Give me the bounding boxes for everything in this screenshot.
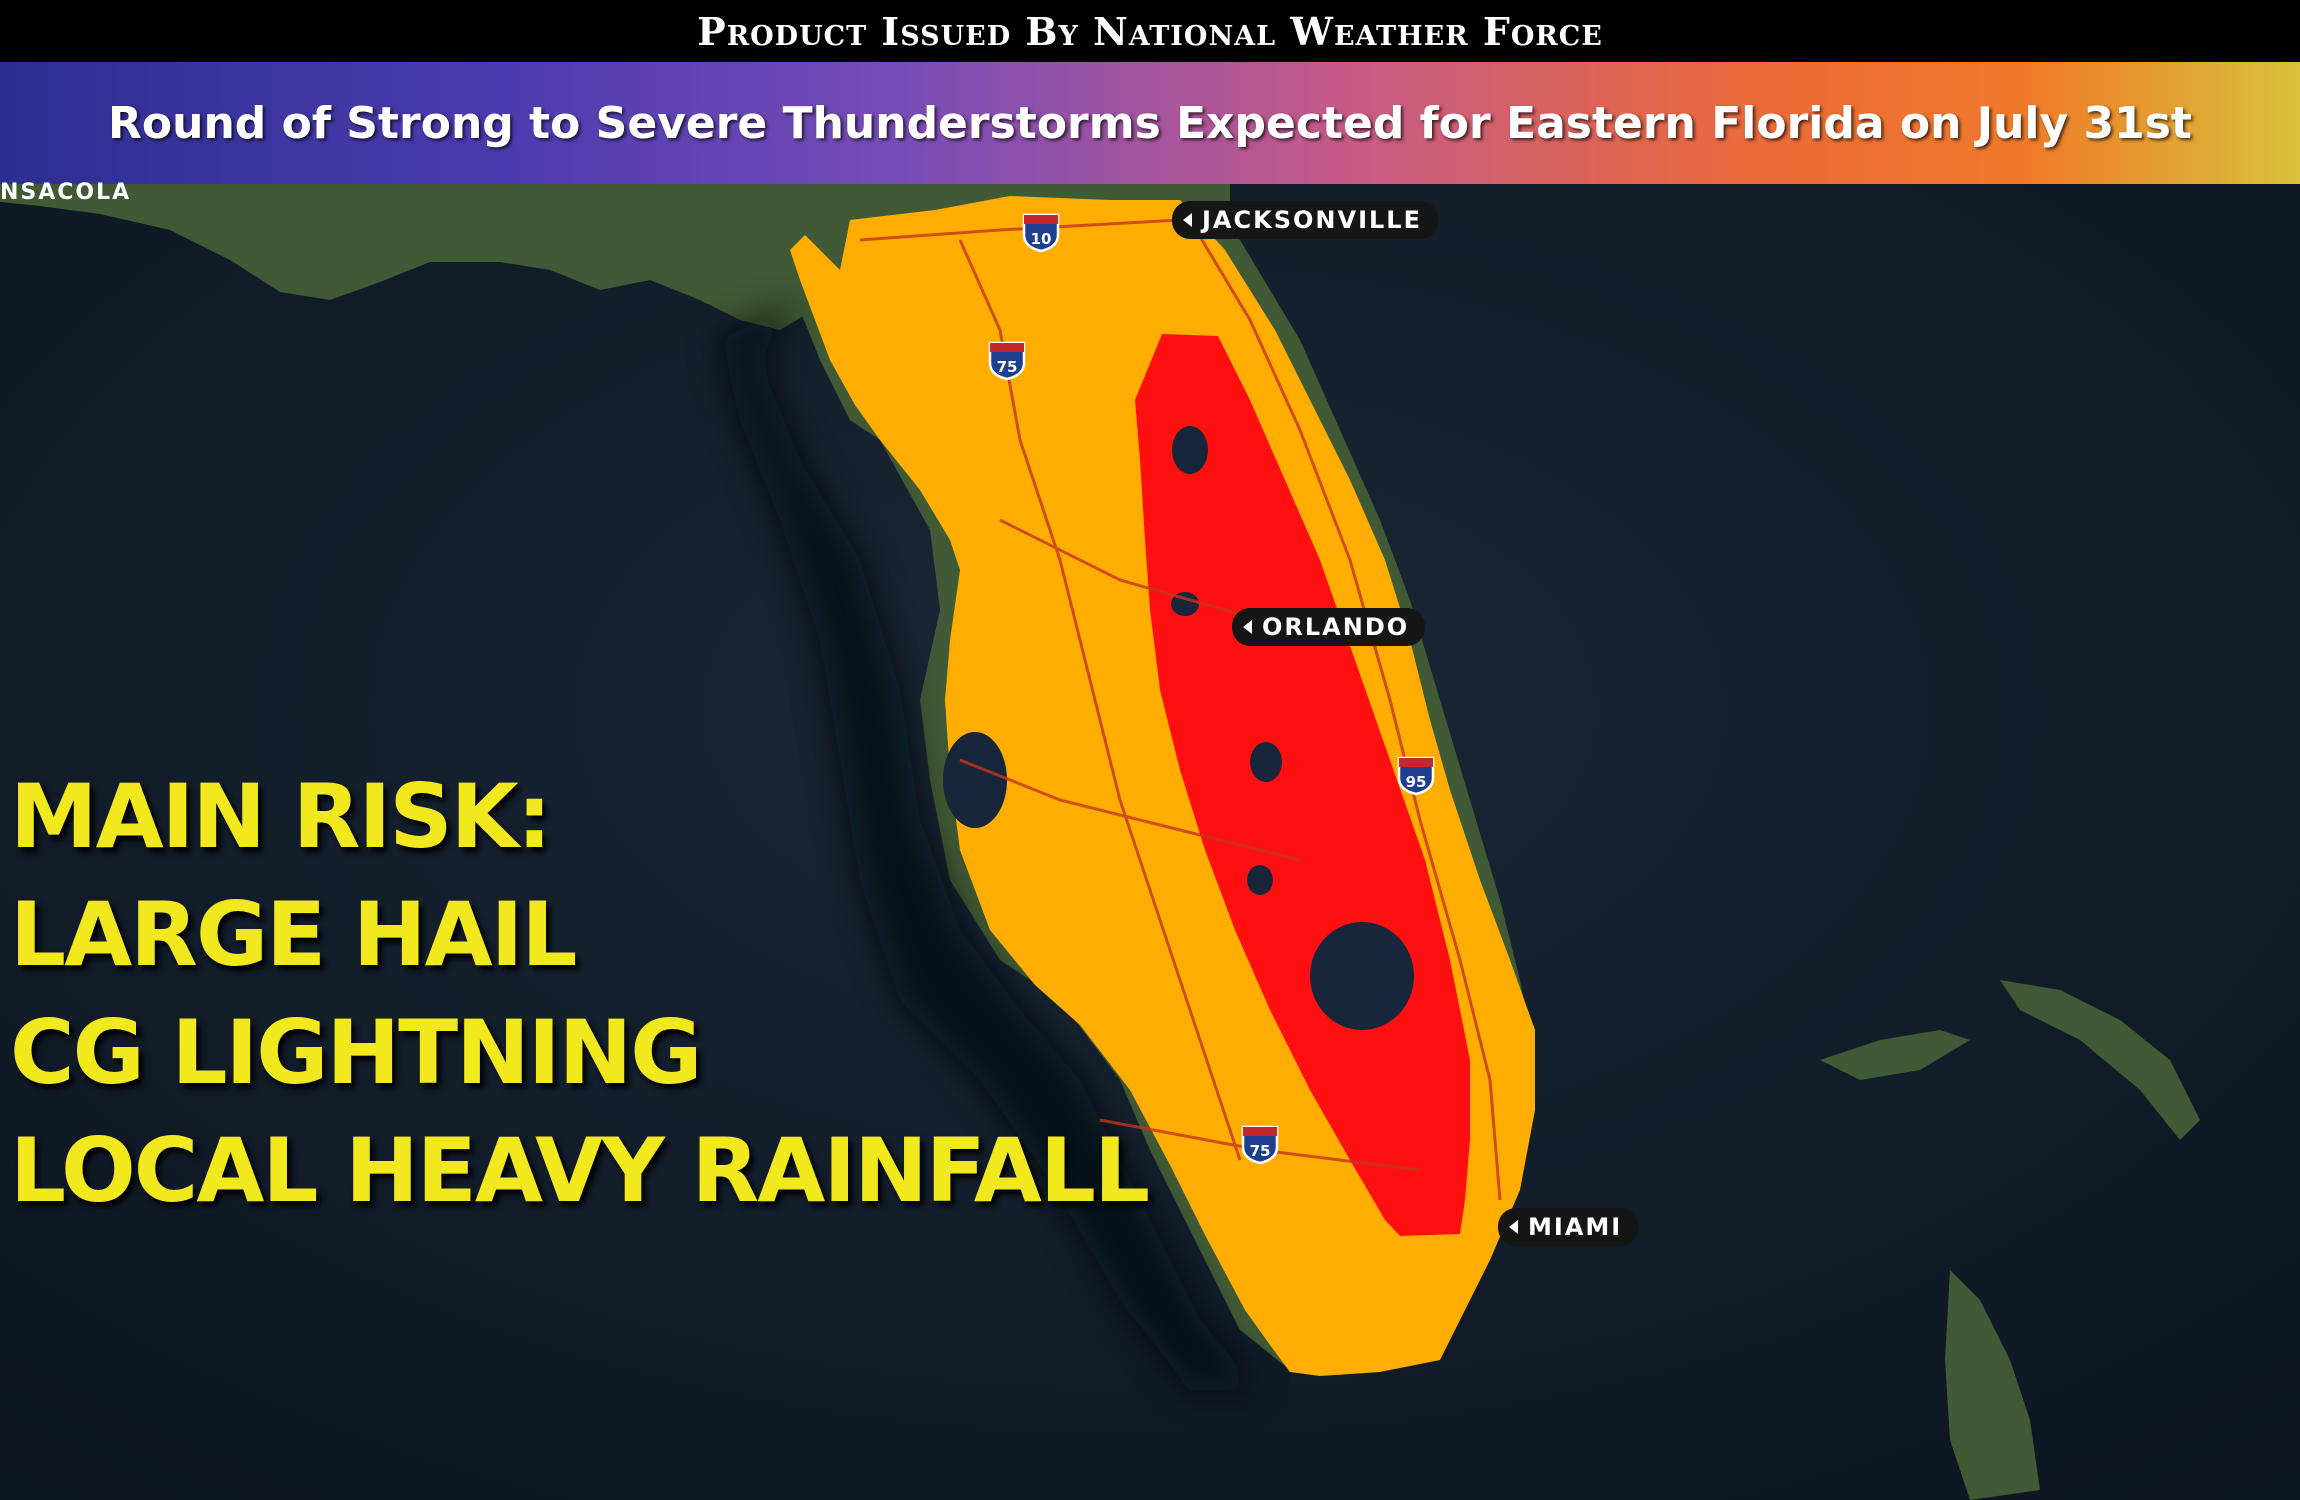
bahamas-abaco	[2000, 980, 2200, 1140]
main-risk-list: MAIN RISK: LARGE HAIL CG LIGHTNING LOCAL…	[10, 758, 1150, 1230]
road-network	[859, 218, 1502, 1201]
i95-number: 95	[1406, 773, 1427, 791]
main-risk-title: MAIN RISK:	[10, 765, 552, 868]
i10-shield: 10	[1022, 213, 1060, 253]
lake-central-1	[1172, 426, 1208, 474]
i10-number: 10	[1031, 230, 1052, 248]
city-label-jacksonville: JACKSONVILLE	[1172, 201, 1438, 239]
risk-item-large-hail: LARGE HAIL	[10, 883, 578, 986]
city-label-pensacola: NSACOLA	[0, 180, 132, 205]
i95-shield: 95	[1397, 756, 1435, 796]
issuer-banner: Product Issued By National Weather Force	[0, 0, 2300, 62]
i75-south-number: 75	[1250, 1142, 1271, 1160]
i75-north-shield: 75	[988, 341, 1026, 381]
lake-central-3	[1250, 742, 1282, 782]
bahamas-grand	[1820, 1030, 1970, 1080]
peninsula-shadow	[720, 300, 1260, 1390]
bahamas-andros	[1945, 1270, 2040, 1500]
i75-north-number: 75	[997, 358, 1018, 376]
city-label-orlando: ORLANDO	[1232, 608, 1426, 646]
headline-banner: Round of Strong to Severe Thunderstorms …	[0, 62, 2300, 184]
risk-item-cg-lightning: CG LIGHTNING	[10, 1001, 702, 1104]
florida-risk-map: 10 75 95 75	[0, 184, 2300, 1500]
city-label-miami: MIAMI	[1498, 1208, 1639, 1246]
lake-central-4	[1247, 865, 1273, 895]
i75-south-shield: 75	[1241, 1125, 1279, 1165]
issuer-text: Product Issued By National Weather Force	[697, 8, 1603, 54]
lake-okeechobee	[1310, 922, 1414, 1030]
tampa-bay	[943, 732, 1007, 828]
risk-item-local-heavy-rainfall: LOCAL HEAVY RAINFALL	[10, 1119, 1150, 1222]
headline-text: Round of Strong to Severe Thunderstorms …	[108, 97, 2192, 149]
